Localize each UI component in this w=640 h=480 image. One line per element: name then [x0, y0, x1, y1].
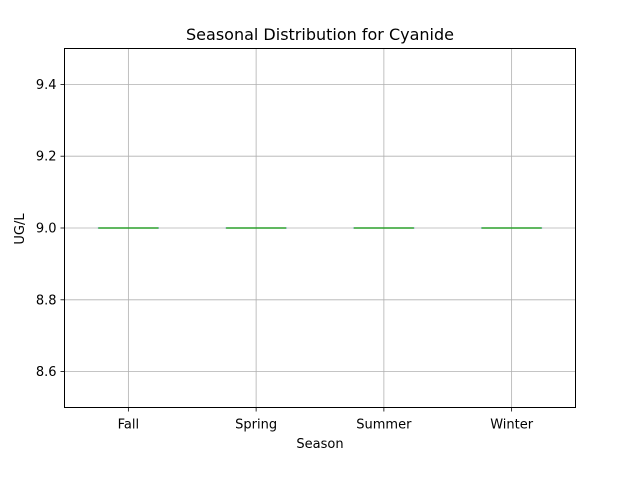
y-tick-label: 9.2	[36, 150, 57, 165]
x-tick-label: Spring	[235, 418, 277, 433]
chart-title: Seasonal Distribution for Cyanide	[186, 25, 454, 44]
y-tick-label: 8.8	[36, 293, 57, 308]
y-tick-label: 9.4	[36, 78, 57, 93]
y-axis-label: UG/L	[13, 213, 28, 245]
x-tick-label: Winter	[490, 418, 534, 433]
x-tick-label: Fall	[118, 418, 139, 433]
y-tick-label: 8.6	[36, 365, 57, 380]
x-axis-label: Season	[296, 437, 343, 452]
axis-ticks: Fall Spring Summer Winter 8.6 8.8 9.0 9.2 9.4	[36, 78, 534, 433]
y-tick-label: 9.0	[36, 222, 57, 237]
x-tick-label: Summer	[356, 418, 412, 433]
